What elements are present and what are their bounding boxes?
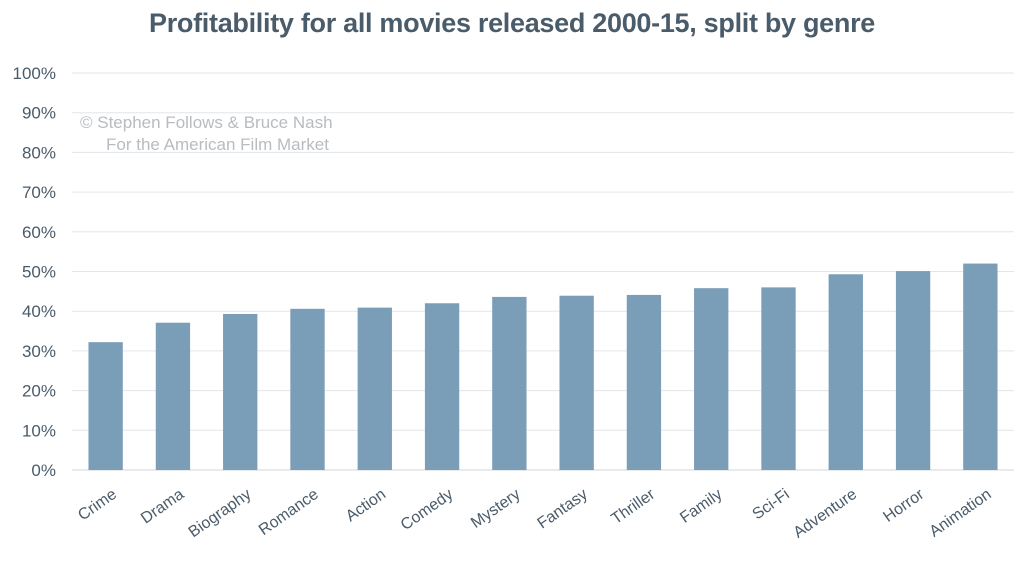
bar-horror <box>895 271 931 470</box>
chart-title: Profitability for all movies released 20… <box>149 8 875 38</box>
bar-romance <box>290 308 325 470</box>
bar-animation <box>963 263 998 470</box>
y-tick-label: 90% <box>22 104 56 123</box>
y-tick-label: 60% <box>22 223 56 242</box>
bar-thriller <box>626 294 662 470</box>
gridlines <box>72 72 1014 471</box>
x-tick-label: Drama <box>138 486 187 528</box>
y-tick-label: 30% <box>22 342 56 361</box>
bar-biography <box>223 313 258 470</box>
bar-family <box>694 288 729 470</box>
bars <box>88 263 998 470</box>
y-tick-label: 80% <box>22 143 56 162</box>
y-tick-label: 0% <box>31 461 56 480</box>
y-tick-label: 40% <box>22 302 56 321</box>
x-tick-label: Biography <box>186 486 255 541</box>
bar-adventure <box>828 274 863 470</box>
y-axis-ticks: 0% 10% 20% 30% 40% 50% 60% 70% 80% 90% 100% <box>13 64 56 480</box>
x-tick-label: Adventure <box>791 486 861 542</box>
y-tick-label: 100% <box>13 64 56 83</box>
x-tick-label: Mystery <box>468 486 524 532</box>
x-tick-label: Crime <box>75 486 120 524</box>
x-tick-label: Fantasy <box>535 486 591 533</box>
y-tick-label: 50% <box>22 263 56 282</box>
x-tick-label: Family <box>677 486 725 527</box>
bar-crime <box>88 342 123 470</box>
x-tick-label: Comedy <box>398 486 457 534</box>
watermark-line-2: For the American Film Market <box>106 135 329 154</box>
y-tick-label: 70% <box>22 183 56 202</box>
x-tick-label: Sci-Fi <box>750 486 793 523</box>
bar-mystery <box>492 296 527 470</box>
x-tick-label: Animation <box>927 486 995 541</box>
bar-sci-fi <box>761 287 796 470</box>
y-tick-label: 20% <box>22 382 56 401</box>
x-tick-label: Horror <box>880 485 927 525</box>
x-tick-label: Romance <box>256 486 322 539</box>
watermark-line-1: © Stephen Follows & Bruce Nash <box>80 113 333 132</box>
bar-comedy <box>424 303 460 470</box>
y-tick-label: 10% <box>22 421 56 440</box>
bar-drama <box>155 322 191 470</box>
x-tick-label: Action <box>343 486 389 525</box>
x-tick-label: Thriller <box>608 485 658 527</box>
bar-action <box>357 307 392 470</box>
bar-fantasy <box>559 295 594 470</box>
